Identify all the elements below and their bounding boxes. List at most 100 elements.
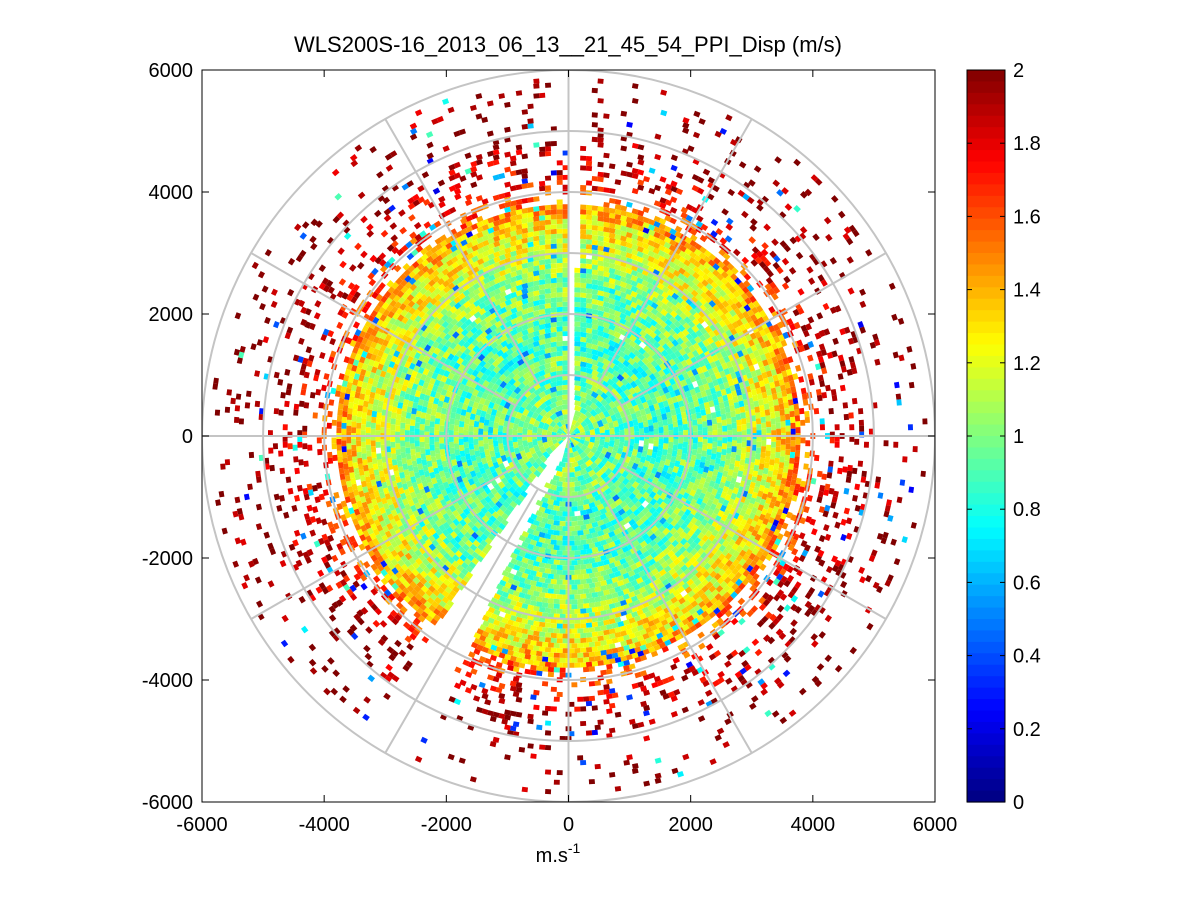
data-cell: [736, 514, 744, 522]
data-cell: [579, 381, 588, 388]
data-cell: [501, 570, 510, 577]
data-cell: [413, 308, 421, 317]
data-cell: [641, 590, 649, 598]
data-cell: [553, 642, 560, 649]
data-cell: [601, 456, 609, 465]
data-cell: [708, 493, 716, 502]
data-cell: [451, 560, 460, 569]
data-cell: [725, 534, 733, 543]
data-cell: [511, 350, 519, 358]
data-cell: [424, 419, 431, 426]
data-cell: [561, 432, 567, 436]
data-cell: [574, 277, 581, 283]
data-cell: [580, 297, 587, 303]
data-cell: [488, 444, 495, 452]
data-cell: [499, 504, 507, 513]
data-cell: [409, 514, 417, 522]
data-cell: [533, 245, 540, 252]
data-cell: [516, 364, 525, 372]
data-cell: [550, 307, 557, 313]
data-cell: [467, 400, 475, 408]
data-cell: [720, 350, 728, 358]
data-cell: [424, 574, 432, 583]
data-cell: [625, 566, 633, 573]
data-cell: [482, 277, 491, 285]
data-cell: [396, 454, 402, 462]
data-cell: [574, 480, 582, 487]
data-cell: [501, 617, 509, 624]
data-cell: [447, 576, 456, 584]
data-cell: [420, 387, 428, 395]
data-cell: [351, 415, 357, 422]
data-cell: [585, 465, 593, 473]
data-cell: [630, 280, 639, 288]
data-cell: [626, 376, 634, 384]
data-cell: [677, 585, 685, 594]
data-cell: [650, 307, 659, 316]
data-cell: [449, 312, 458, 320]
data-cell: [607, 408, 615, 417]
data-cell: [678, 464, 685, 472]
data-cell: [608, 313, 616, 321]
data-cell: [580, 444, 588, 452]
data-cell: [437, 325, 446, 333]
data-cell: [355, 428, 361, 435]
data-cell: [707, 437, 713, 444]
data-cell: [504, 304, 513, 312]
data-cell: [532, 519, 540, 527]
data-cell: [634, 378, 642, 386]
data-cell: [619, 291, 628, 299]
data-cell: [394, 538, 403, 546]
data-cell: [609, 427, 615, 435]
data-cell: [577, 642, 584, 649]
data-cell: [468, 291, 476, 299]
data-cell: [778, 462, 785, 469]
data-cell: [428, 578, 436, 587]
data-cell: [580, 346, 587, 353]
data-cell: [580, 534, 587, 541]
data-cell: [562, 360, 569, 366]
data-cell: [509, 391, 518, 399]
data-cell: [521, 618, 529, 625]
data-cell: [380, 421, 386, 428]
data-cell: [634, 500, 642, 509]
data-cell: [356, 451, 362, 459]
data-cell: [466, 330, 474, 339]
data-cell: [532, 310, 540, 317]
data-cell: [533, 220, 540, 227]
data-cell: [700, 527, 709, 536]
data-cell: [672, 420, 679, 428]
data-cell: [746, 359, 754, 367]
data-cell: [459, 527, 468, 536]
data-cell: [655, 396, 663, 404]
data-cell: [580, 356, 587, 363]
data-cell: [489, 450, 496, 458]
data-cell: [535, 515, 543, 523]
data-cell: [424, 295, 433, 304]
data-cell: [614, 244, 622, 251]
data-cell: [547, 425, 554, 432]
data-cell: [624, 309, 632, 317]
data-cell: [634, 437, 640, 444]
data-cell: [708, 300, 717, 308]
data-cell: [466, 554, 475, 562]
data-cell: [740, 412, 746, 419]
data-cell: [617, 368, 625, 376]
data-cell: [686, 292, 694, 300]
data-cell: [594, 626, 602, 632]
data-cell: [521, 344, 529, 352]
data-cell: [682, 556, 690, 565]
data-cell: [533, 469, 542, 478]
data-cell: [544, 337, 552, 344]
data-cell: [695, 391, 703, 399]
data-cell: [362, 400, 369, 408]
data-cell: [582, 455, 591, 464]
data-cell: [439, 394, 446, 402]
data-cell: [741, 418, 747, 425]
data-cell: [603, 476, 612, 484]
data-cell: [419, 393, 426, 401]
data-cell: [591, 234, 599, 241]
data-cell: [697, 441, 703, 448]
data-cell: [607, 446, 614, 454]
data-cell: [550, 253, 557, 259]
